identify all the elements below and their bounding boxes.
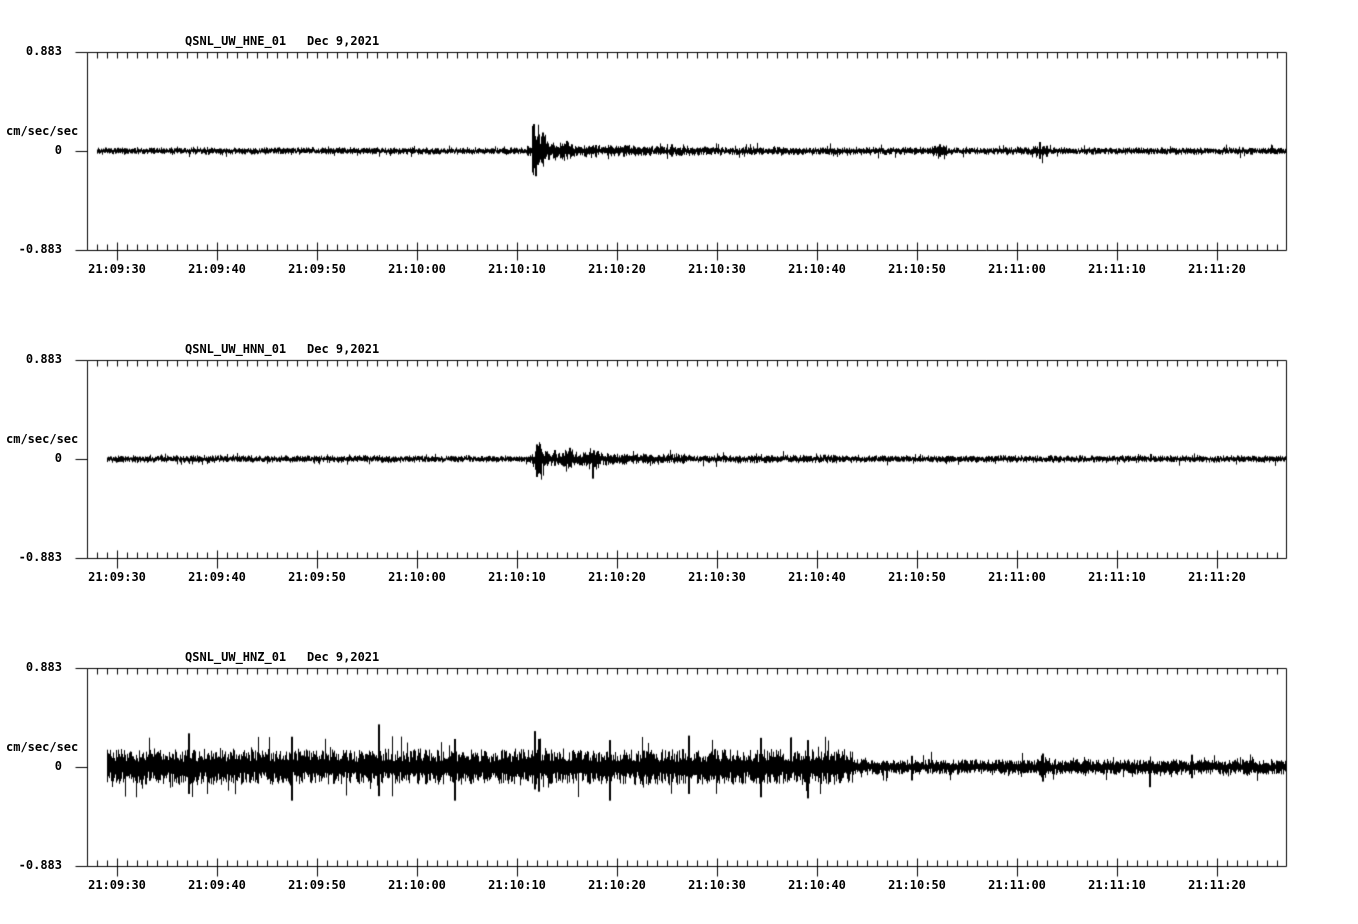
x-tick-label: 21:11:10 (1088, 878, 1146, 892)
x-tick-label: 21:09:50 (288, 570, 346, 584)
x-tick-label: 21:10:40 (788, 262, 846, 276)
x-axis-tick-labels: 21:09:30 21:09:40 21:09:50 21:10:00 21:10:10… (0, 32, 1358, 324)
panel-title-station-channel: QSNL_UW_HNN_01 (185, 342, 287, 356)
y-tick-zero: 0 (54, 759, 62, 773)
x-tick-label: 21:10:50 (888, 878, 946, 892)
y-tick-min: -0.883 (18, 242, 62, 256)
x-tick-label: 21:11:10 (1088, 570, 1146, 584)
x-tick-label: 21:10:30 (688, 570, 746, 584)
x-tick-label: 21:11:00 (988, 570, 1046, 584)
x-tick-label: 21:10:40 (788, 570, 846, 584)
x-tick-label: 21:10:10 (488, 262, 546, 276)
y-tick-max: 0.883 (25, 44, 62, 58)
y-axis-units-label: cm/sec/sec (6, 124, 79, 138)
x-tick-label: 21:09:40 (188, 878, 246, 892)
x-axis-tick-labels: 21:09:30 21:09:40 21:09:50 21:10:00 21:10:10… (0, 340, 1358, 632)
x-tick-label: 21:10:40 (788, 878, 846, 892)
x-tick-label: 21:10:00 (388, 570, 446, 584)
y-tick-zero: 0 (54, 143, 62, 157)
y-tick-max: 0.883 (25, 660, 62, 674)
x-tick-label: 21:10:10 (488, 570, 546, 584)
x-axis-tick-labels: 21:09:30 21:09:40 21:09:50 21:10:00 21:10:10… (0, 648, 1358, 924)
y-tick-max: 0.883 (25, 352, 62, 366)
x-tick-label: 21:11:10 (1088, 262, 1146, 276)
x-tick-label: 21:10:30 (688, 262, 746, 276)
x-tick-label: 21:10:20 (588, 878, 646, 892)
y-tick-zero: 0 (54, 451, 62, 465)
x-tick-label: 21:11:20 (1188, 570, 1246, 584)
x-tick-label: 21:10:00 (388, 262, 446, 276)
x-tick-label: 21:10:30 (688, 878, 746, 892)
x-tick-label: 21:11:00 (988, 878, 1046, 892)
seismogram-trace-canvas-hnz (0, 667, 1358, 879)
y-tick-min: -0.883 (18, 858, 62, 872)
x-tick-label: 21:09:50 (288, 878, 346, 892)
x-tick-label: 21:09:30 (88, 262, 146, 276)
panel-title-date: Dec 9,2021 (307, 342, 380, 356)
seismogram-trace-canvas-hnn (0, 359, 1358, 571)
x-tick-label: 21:10:20 (588, 262, 646, 276)
panel-title-date: Dec 9,2021 (307, 650, 380, 664)
x-tick-label: 21:09:30 (88, 878, 146, 892)
x-tick-label: 21:09:40 (188, 570, 246, 584)
x-tick-label: 21:10:00 (388, 878, 446, 892)
x-tick-label: 21:11:20 (1188, 262, 1246, 276)
x-tick-label: 21:11:00 (988, 262, 1046, 276)
panel-title-station-channel: QSNL_UW_HNZ_01 (185, 650, 287, 664)
y-axis-units-label: cm/sec/sec (6, 432, 79, 446)
panel-title-date: Dec 9,2021 (307, 34, 380, 48)
y-axis-units-label: cm/sec/sec (6, 740, 79, 754)
x-tick-label: 21:11:20 (1188, 878, 1246, 892)
panel-hnz: QSNL_UW_HNZ_01 Dec 9,2021 0.883 cm/sec/s… (0, 648, 1358, 924)
x-tick-label: 21:10:20 (588, 570, 646, 584)
panel-hnn: QSNL_UW_HNN_01 Dec 9,2021 0.883 cm/sec/s… (0, 340, 1358, 632)
y-tick-min: -0.883 (18, 550, 62, 564)
x-tick-label: 21:09:50 (288, 262, 346, 276)
panel-hne: QSNL_UW_HNE_01 Dec 9,2021 0.883 cm/sec/s… (0, 32, 1358, 324)
panel-title-station-channel: QSNL_UW_HNE_01 (185, 34, 287, 48)
x-tick-label: 21:09:30 (88, 570, 146, 584)
x-tick-label: 21:10:50 (888, 570, 946, 584)
x-tick-label: 21:09:40 (188, 262, 246, 276)
x-tick-label: 21:10:10 (488, 878, 546, 892)
x-tick-label: 21:10:50 (888, 262, 946, 276)
seismogram-trace-canvas-hne (0, 51, 1358, 263)
